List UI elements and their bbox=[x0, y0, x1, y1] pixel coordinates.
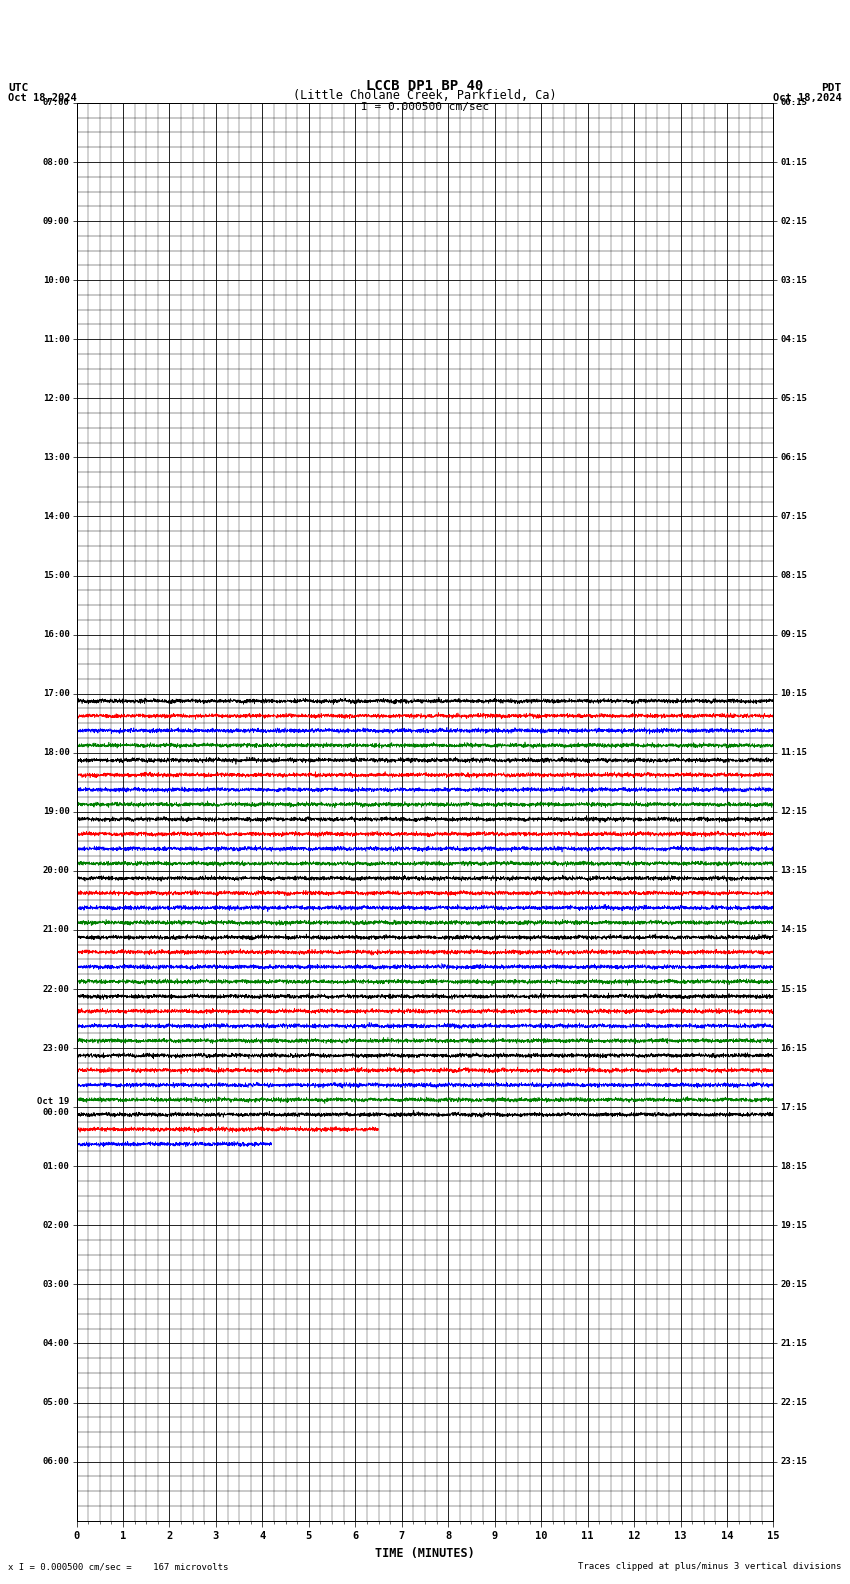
Text: Oct 18,2024: Oct 18,2024 bbox=[773, 93, 842, 103]
Text: (Little Cholane Creek, Parkfield, Ca): (Little Cholane Creek, Parkfield, Ca) bbox=[293, 89, 557, 101]
Text: LCCB DP1 BP 40: LCCB DP1 BP 40 bbox=[366, 79, 484, 92]
Text: UTC: UTC bbox=[8, 82, 29, 92]
Text: x I = 0.000500 cm/sec =    167 microvolts: x I = 0.000500 cm/sec = 167 microvolts bbox=[8, 1562, 229, 1571]
Text: Oct 18,2024: Oct 18,2024 bbox=[8, 93, 77, 103]
Text: PDT: PDT bbox=[821, 82, 842, 92]
Text: I = 0.000500 cm/sec: I = 0.000500 cm/sec bbox=[361, 101, 489, 111]
Text: Traces clipped at plus/minus 3 vertical divisions: Traces clipped at plus/minus 3 vertical … bbox=[578, 1562, 842, 1571]
X-axis label: TIME (MINUTES): TIME (MINUTES) bbox=[375, 1546, 475, 1560]
